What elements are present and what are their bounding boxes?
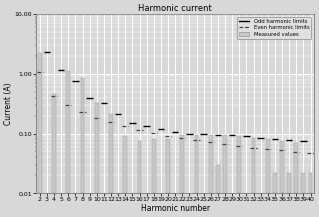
Bar (81, 78, 85, 193)
Bar (123, 136, 127, 193)
Bar (216, 165, 220, 193)
Bar (95, 102, 99, 193)
Bar (180, 135, 184, 193)
Y-axis label: Current (A): Current (A) (4, 82, 13, 125)
Bar (137, 141, 142, 193)
Bar (195, 135, 198, 193)
Bar (301, 173, 305, 193)
Legend: Odd harmonic limits, Even harmonic limits, Measured values: Odd harmonic limits, Even harmonic limit… (237, 16, 311, 39)
Bar (66, 71, 70, 193)
Bar (252, 138, 256, 193)
Bar (152, 139, 156, 193)
Bar (294, 143, 298, 193)
Bar (166, 139, 170, 193)
Bar (280, 141, 284, 193)
Bar (52, 94, 56, 193)
Bar (223, 135, 227, 193)
Bar (266, 139, 270, 193)
Title: Harmonic current: Harmonic current (138, 4, 212, 13)
Bar (109, 114, 113, 193)
Bar (237, 136, 241, 193)
Bar (273, 173, 277, 193)
Bar (308, 173, 313, 193)
Bar (287, 173, 291, 193)
Bar (38, 53, 42, 193)
X-axis label: Harmonic number: Harmonic number (141, 204, 210, 213)
Bar (209, 135, 213, 193)
